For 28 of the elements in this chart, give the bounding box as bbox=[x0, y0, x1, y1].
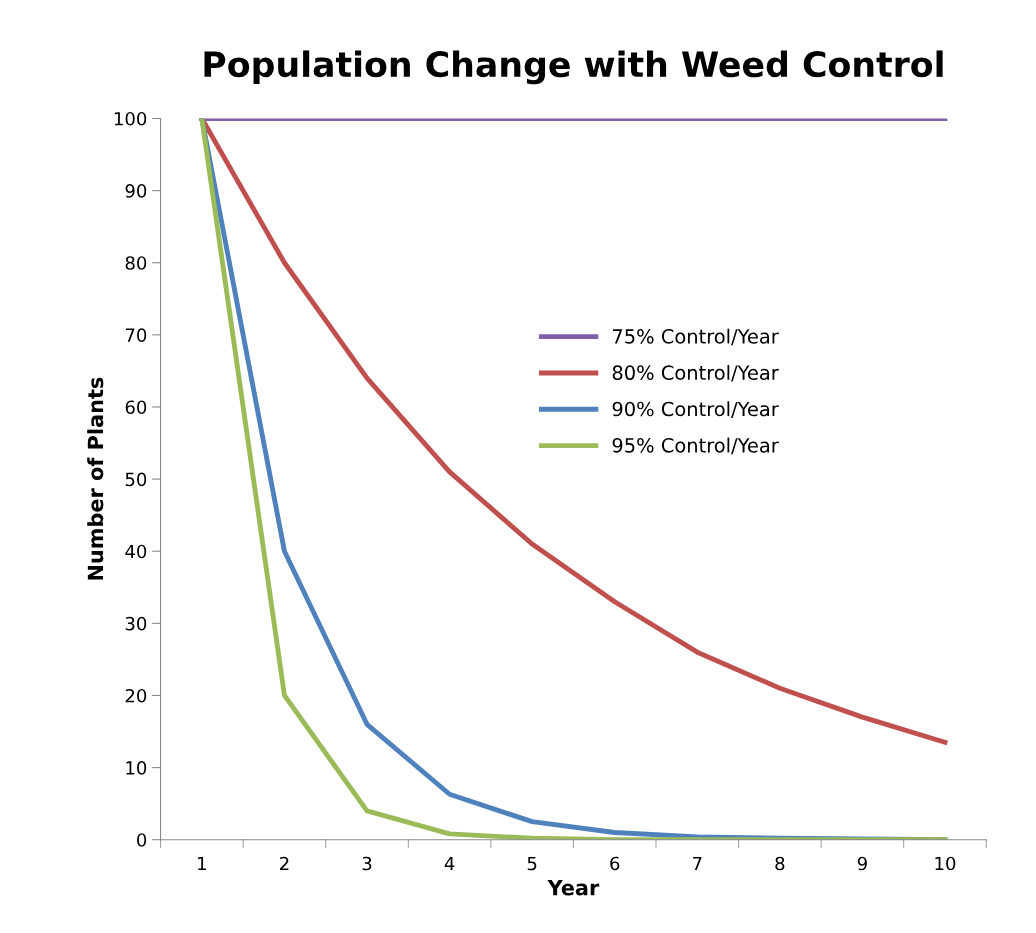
x-tick-label: 1 bbox=[198, 856, 206, 871]
y-tick-label: 10 bbox=[126, 761, 147, 775]
y-tick-label: 100 bbox=[114, 111, 147, 126]
y-tick-label: 20 bbox=[125, 688, 147, 703]
y-tick-label: 90 bbox=[125, 184, 147, 198]
x-tick-label: 10 bbox=[935, 856, 956, 871]
legend-label: 80% Control/Year bbox=[612, 364, 779, 382]
y-axis-title: Number of Plants bbox=[87, 377, 104, 580]
legend-label: 90% Control/Year bbox=[612, 401, 779, 418]
x-tick-label: 9 bbox=[857, 856, 867, 871]
y-tick-label: 30 bbox=[125, 616, 147, 631]
y-tick-label: 50 bbox=[125, 472, 147, 487]
y-tick-label: 0 bbox=[137, 833, 147, 847]
x-tick-label: 7 bbox=[693, 856, 702, 871]
legend-label: 95% Control/Year bbox=[612, 437, 779, 455]
x-tick-label: 3 bbox=[362, 856, 372, 871]
y-tick-label: 80 bbox=[125, 256, 147, 270]
y-tick-label: 60 bbox=[125, 400, 147, 415]
x-axis-title: Year bbox=[547, 880, 600, 896]
chart-title: Population Change with Weed Control bbox=[204, 50, 943, 85]
x-tick-label: 4 bbox=[444, 856, 455, 871]
x-tick-label: 2 bbox=[280, 856, 289, 871]
x-tick-label: 6 bbox=[610, 856, 620, 871]
y-tick-label: 70 bbox=[125, 328, 147, 342]
x-tick-label: 5 bbox=[527, 856, 537, 871]
y-tick-label: 40 bbox=[125, 544, 147, 559]
x-tick-label: 8 bbox=[775, 856, 785, 871]
legend-label: 75% Control/Year bbox=[612, 328, 779, 346]
